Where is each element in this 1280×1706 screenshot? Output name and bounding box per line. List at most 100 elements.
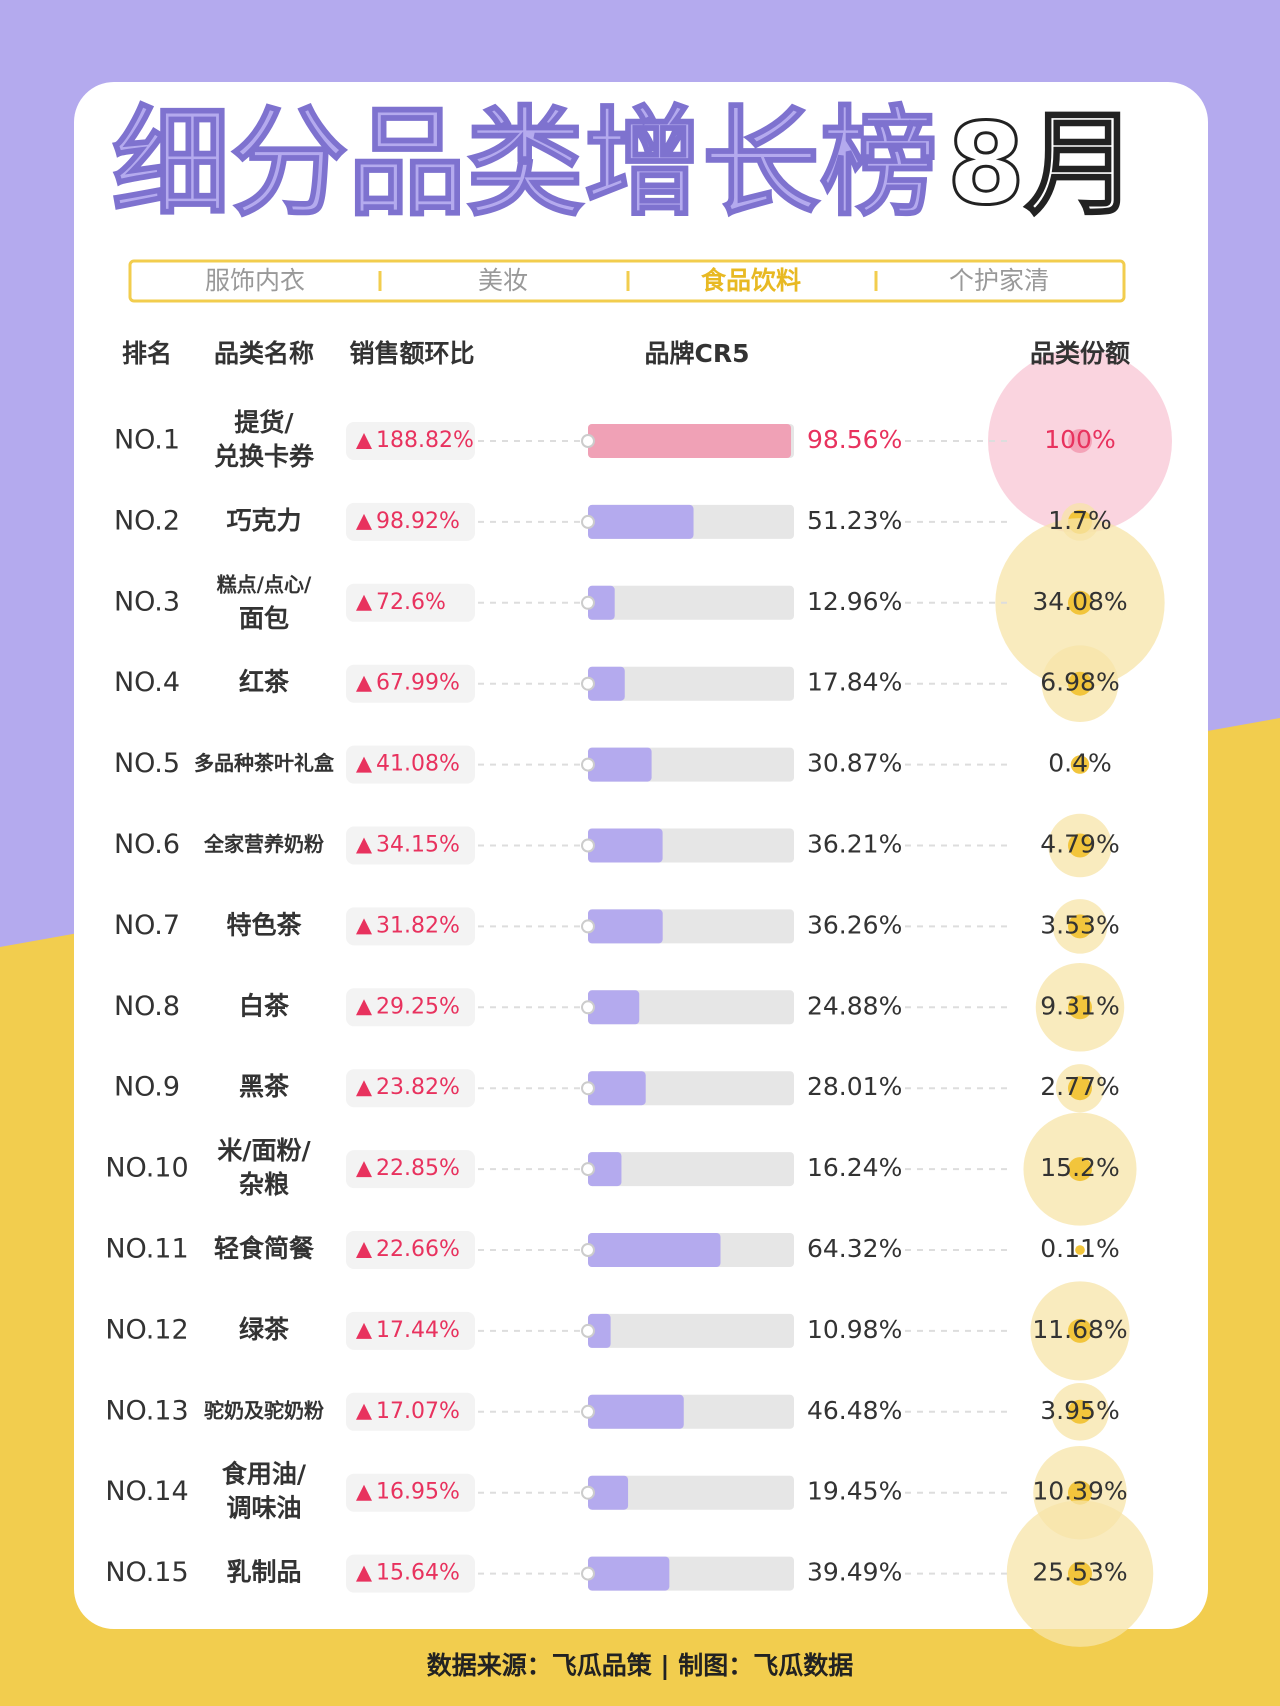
- growth-pill: [346, 907, 475, 946]
- growth: 188.82%: [376, 428, 474, 453]
- share-label: 2.77%: [1040, 1072, 1119, 1101]
- growth: 17.07%: [376, 1399, 460, 1424]
- column-header: 品类名称: [214, 339, 314, 368]
- cr5-bar: [588, 1233, 721, 1267]
- rank: NO.10: [105, 1153, 188, 1184]
- category-name: 杂粮: [239, 1170, 289, 1199]
- up-triangle: [356, 918, 372, 935]
- rank: NO.1: [114, 425, 180, 456]
- cr5-label: 36.21%: [807, 830, 902, 859]
- rank: NO.7: [114, 910, 180, 941]
- up-triangle: [356, 999, 372, 1016]
- cr5-label: 46.48%: [807, 1396, 902, 1425]
- cr5-label: 98.56%: [807, 425, 902, 454]
- share-dot: [1068, 671, 1092, 696]
- up-triangle: [356, 756, 372, 773]
- growth: 67.99%: [376, 671, 460, 696]
- category-name: 多品种茶叶礼盒: [194, 751, 335, 775]
- cr5-track: [588, 990, 794, 1025]
- category-name: 米/面粉/: [217, 1136, 311, 1165]
- tab-active[interactable]: 食品饮料: [701, 266, 801, 295]
- share-dot: [1068, 1076, 1092, 1101]
- share-label: 3.53%: [1040, 910, 1119, 939]
- share-dot: [1068, 914, 1092, 939]
- up-triangle: [356, 1322, 372, 1339]
- title: 细分品类增长榜: [112, 94, 938, 232]
- growth-pill: [346, 664, 475, 703]
- cr5-label: 51.23%: [807, 506, 902, 535]
- growth: 23.82%: [376, 1075, 460, 1100]
- growth-pill: [346, 583, 475, 622]
- tab[interactable]: 个护家清: [949, 266, 1049, 295]
- cr5-bar: [588, 1556, 670, 1591]
- cr5-bar: [588, 585, 615, 620]
- category-name: 白茶: [239, 991, 290, 1020]
- column-header: 品类份额: [1030, 339, 1130, 368]
- tab[interactable]: 美妆: [478, 266, 528, 295]
- share-label: 100%: [1044, 425, 1115, 454]
- cr5-bar: [588, 828, 663, 863]
- up-triangle: [356, 1242, 372, 1258]
- up-triangle: [356, 1484, 372, 1501]
- rank: NO.11: [105, 1234, 188, 1265]
- rank: NO.6: [114, 829, 180, 860]
- rank: NO.8: [114, 991, 180, 1022]
- share-dot: [1068, 1318, 1092, 1343]
- share-dot: [1070, 755, 1090, 774]
- share-dot: [1068, 429, 1092, 453]
- growth-pill: [346, 1069, 475, 1108]
- cr5-bar: [588, 1394, 684, 1429]
- cr5-bar: [588, 747, 652, 782]
- share-dot: [1068, 1480, 1092, 1505]
- growth: 34.15%: [376, 833, 460, 858]
- cr5-bar: [588, 1071, 646, 1106]
- category-name: 兑换卡券: [214, 442, 315, 471]
- growth-pill: [346, 1473, 475, 1512]
- column-header: 销售额环比: [349, 339, 474, 368]
- cr5-bar: [588, 1475, 629, 1510]
- share-label: 9.31%: [1040, 991, 1119, 1020]
- rank: NO.9: [114, 1072, 180, 1103]
- rank: NO.2: [114, 505, 180, 536]
- category-name: 轻食简餐: [214, 1234, 315, 1263]
- bar-knob: [581, 676, 595, 691]
- up-triangle: [356, 594, 372, 611]
- share-dot: [1068, 590, 1092, 615]
- growth-pill: [346, 1150, 475, 1189]
- category-name: 巧克力: [226, 506, 301, 535]
- up-triangle: [356, 1565, 372, 1582]
- bar-knob: [581, 919, 595, 934]
- cr5-label: 28.01%: [807, 1072, 902, 1101]
- category-name: 提货/: [234, 408, 294, 437]
- tab[interactable]: 服饰内衣: [205, 266, 305, 295]
- cr5-label: 17.84%: [807, 668, 902, 697]
- share-label: 6.98%: [1040, 668, 1119, 697]
- cr5-label: 16.24%: [807, 1153, 902, 1182]
- share-dot: [1068, 1399, 1092, 1424]
- bubble-layer: [988, 349, 1172, 1647]
- bar-knob: [581, 1485, 595, 1500]
- cr5-track: [588, 1152, 794, 1187]
- rank: NO.13: [105, 1395, 188, 1426]
- column-header: 品牌CR5: [645, 339, 750, 368]
- bar-knob: [581, 838, 595, 853]
- share-label: 34.08%: [1032, 587, 1127, 616]
- category-name: 黑茶: [239, 1072, 290, 1101]
- growth-pill: [346, 1554, 475, 1593]
- cr5-label: 10.98%: [807, 1315, 902, 1344]
- rank: NO.5: [114, 748, 180, 779]
- up-triangle: [356, 1080, 372, 1097]
- share-label: 10.39%: [1032, 1477, 1127, 1506]
- rank: NO.12: [105, 1314, 188, 1345]
- share-label: 11.68%: [1032, 1315, 1127, 1344]
- bar-knob: [581, 434, 595, 448]
- up-triangle: [356, 1161, 372, 1178]
- growth: 22.85%: [376, 1156, 460, 1181]
- growth: 15.64%: [376, 1561, 460, 1586]
- share-label: 25.53%: [1032, 1558, 1127, 1587]
- bar-knob: [581, 1081, 595, 1096]
- bar-knob: [581, 595, 595, 610]
- category-name: 调味油: [226, 1494, 301, 1523]
- share-label: 3.95%: [1040, 1396, 1119, 1425]
- cr5-label: 36.26%: [807, 910, 902, 939]
